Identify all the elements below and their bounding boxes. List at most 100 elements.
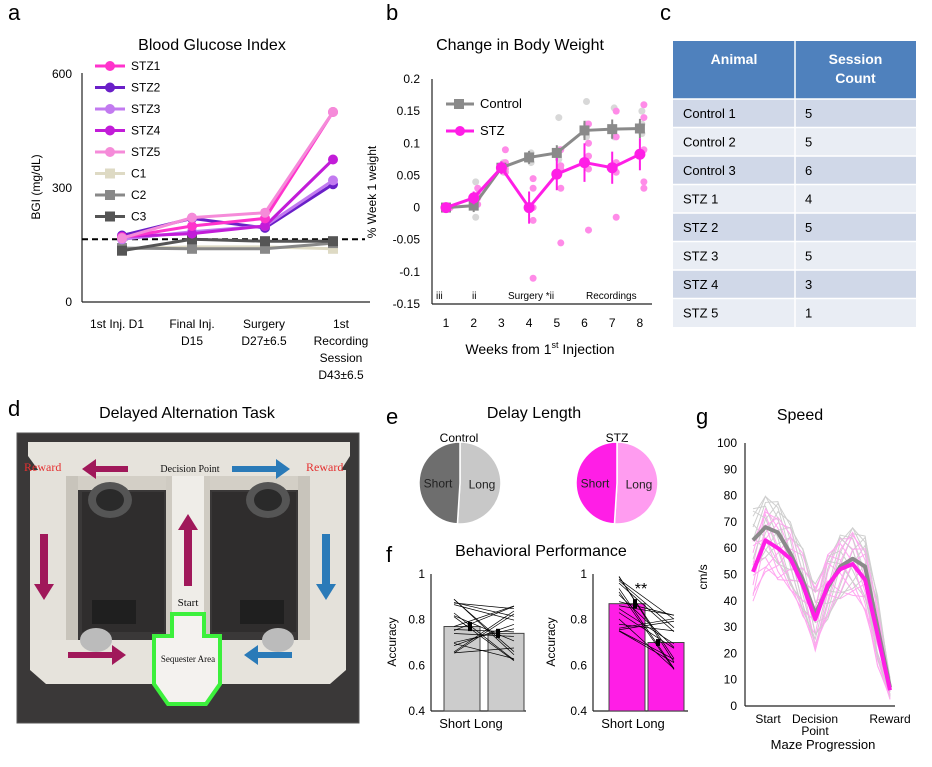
chart-e-pie-label-control: Control (440, 431, 479, 445)
chart-f-xtick-1: Short Long (601, 716, 665, 731)
chart-a-line-c2 (121, 241, 334, 251)
chart-b-control-dot (583, 98, 590, 105)
chart-f-ytick-1-0: 0.4 (570, 704, 587, 718)
chart-b-control-dot (638, 107, 646, 115)
chart-f-ytick-0-3: 1 (418, 567, 425, 581)
chart-g-xtick-1-line-1: Point (801, 724, 829, 738)
chart-f-bar-control-short (443, 626, 481, 712)
chart-a-legend-label-stz5: STZ5 (131, 145, 161, 159)
chart-f-paired-line (618, 623, 675, 632)
chart-a-xtick-1-line-1: D15 (181, 334, 203, 348)
chart-a-legend-label-c2: C2 (131, 188, 147, 202)
chart-a-title: Blood Glucose Index (138, 37, 286, 54)
chart-b-xtick-2: 3 (498, 316, 505, 330)
table-cell-session-count: 6 (805, 163, 812, 178)
panel-label-c: c (660, 0, 671, 25)
chart-b-ytick-7: 0.2 (403, 72, 420, 86)
table-cell-animal: Control 3 (683, 163, 736, 178)
table-cell-animal: STZ 3 (683, 249, 718, 264)
chart-f-paired-line (453, 628, 515, 643)
chart-a-line-stz5 (121, 111, 335, 240)
chart-f-bar-stz-long (647, 642, 685, 712)
panel-label-e: e (386, 404, 398, 429)
chart-f-ylabel-0: Accuracy (385, 617, 399, 666)
chart-b-point-stz (468, 192, 480, 204)
chart-a-point-c3 (117, 245, 127, 256)
chart-b-legend-stz: STZ (480, 123, 505, 138)
chart-b-stz-dot (585, 139, 592, 147)
chart-b-xtick-3: 4 (526, 316, 533, 330)
chart-a-line-stz4 (121, 158, 335, 239)
chart-a-legend-marker-c3 (105, 211, 115, 222)
chart-a-xtick-3-line-1: Recording (314, 334, 369, 348)
chart-f-paired-line (618, 618, 675, 670)
chart-b-xtick-5: 6 (581, 316, 588, 330)
chart-b-ytick-2: -0.05 (393, 233, 421, 247)
chart-b-stz-dot (529, 184, 537, 192)
chart-f-paired-line (453, 629, 515, 633)
chart-f-paired-line (618, 630, 675, 664)
chart-b-point-stz (551, 168, 563, 180)
chart-g-ytick-8: 80 (724, 489, 738, 503)
chart-e-slice-stz-long (613, 441, 659, 525)
maze-start: Start (178, 597, 199, 609)
chart-b-ytick-1: -0.1 (399, 265, 420, 279)
chart-b-point-control (579, 125, 590, 136)
chart-e-slice-label-control-short: Short (424, 476, 453, 490)
chart-e-slice-control-long (456, 441, 502, 525)
chart-b-stz-dot (612, 213, 620, 221)
chart-b-annot-iii: iii (436, 291, 443, 302)
chart-b-stz-dot (529, 274, 537, 282)
chart-g-ytick-0: 0 (730, 699, 737, 713)
chart-a-point-c3 (328, 236, 338, 247)
chart-f-title: Behavioral Performance (455, 543, 627, 560)
chart-f-paired-line (618, 594, 675, 648)
chart-a-point-stz1 (187, 221, 197, 231)
chart-b-point-control (551, 147, 562, 158)
chart-f-paired-line (618, 618, 675, 629)
table-header-session-count-line-1: Count (835, 70, 876, 86)
chart-f-ytick-0-1: 0.6 (408, 658, 425, 672)
chart-b-ytick-5: 0.1 (403, 136, 420, 150)
table-cell-animal: STZ 5 (683, 306, 718, 321)
table-cell-animal: Control 2 (683, 135, 736, 150)
chart-g-ytick-9: 90 (724, 462, 738, 476)
chart-g-line-stz (751, 538, 892, 691)
chart-b-stz-dot (557, 239, 565, 247)
chart-f-paired-line (453, 623, 515, 647)
chart-g-ytick-5: 50 (724, 568, 738, 582)
chart-g-title: Speed (777, 407, 823, 424)
chart-a-legend-label-c1: C1 (131, 167, 147, 181)
chart-b-control-dot (472, 213, 480, 221)
chart-f-paired-line (453, 602, 515, 610)
chart-e-slice-label-stz-short: Short (581, 476, 610, 490)
chart-f-paired-line (453, 598, 515, 656)
chart-g-xlabel: Maze Progression (771, 737, 876, 752)
chart-g-trace (752, 516, 891, 691)
chart-b-point-control (607, 124, 618, 135)
chart-a-legend-label-stz2: STZ2 (131, 81, 161, 95)
chart-a-ytick-1: 300 (52, 181, 72, 195)
chart-a-ylabel: BGI (mg/dL) (29, 154, 43, 219)
panel-label-d: d (8, 396, 20, 421)
chart-a-legend-marker-c1 (105, 168, 115, 179)
chart-g-ytick-6: 60 (724, 541, 738, 555)
chart-b-point-control (524, 152, 535, 163)
panel-label-b: b (386, 0, 398, 25)
table-header-session-count-line-0: Session (829, 51, 883, 67)
chart-b-stz-dot (557, 162, 565, 170)
chart-g-trace (752, 537, 891, 695)
chart-a-legend-marker-stz4 (105, 125, 115, 136)
table-cell-animal: STZ 4 (683, 277, 718, 292)
panel-e: e Delay Length Control STZ Long Short Long… (386, 404, 659, 525)
chart-f-paired-line (453, 606, 515, 631)
chart-g-ylabel: cm/s (696, 564, 710, 589)
chart-b-annot-surgery: Surgery *ii (508, 291, 554, 302)
panel-d: d Delayed Alternation Task (8, 396, 360, 724)
chart-a-point-c2 (260, 243, 270, 254)
chart-f-paired-line (618, 588, 675, 669)
panel-f: f Behavioral Performance 0.4 0.6 0.8 1 Accur… (385, 542, 688, 731)
table-header-animal-line-0: Animal (711, 51, 758, 67)
chart-a-xtick-2-line-1: D27±6.5 (241, 334, 287, 348)
chart-b-xtick-6: 7 (609, 316, 616, 330)
